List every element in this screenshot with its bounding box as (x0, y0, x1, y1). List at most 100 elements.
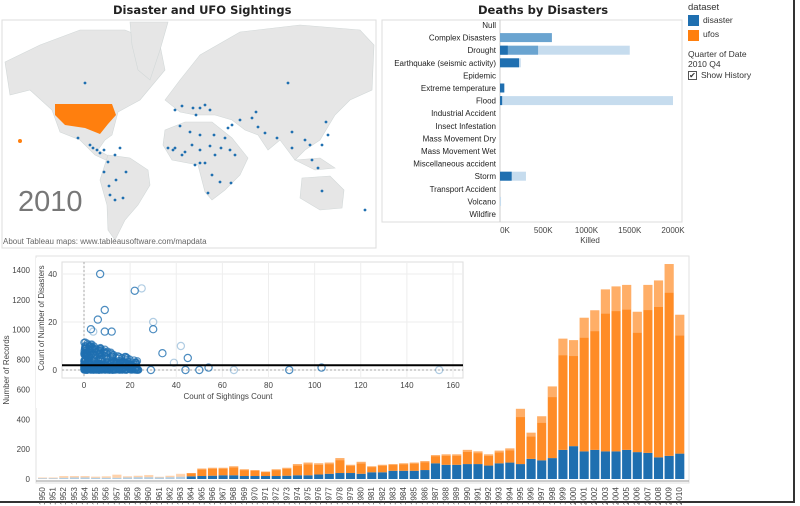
records-bar-history-overlay (356, 461, 366, 464)
records-x-tick: 1974 (293, 487, 302, 505)
scatter-point (90, 366, 99, 374)
records-bar-ufos (292, 464, 302, 476)
deaths-bar-current (500, 45, 508, 55)
records-bar-ufos (176, 473, 186, 477)
deaths-category-label: Epidemic (463, 71, 496, 80)
scatter-point-outlier (100, 305, 109, 315)
scatter-point-outlier (169, 358, 179, 367)
records-bar-history-overlay (388, 464, 398, 466)
map-disaster-point (212, 133, 216, 137)
map-disaster-point (229, 181, 233, 185)
records-bar-disaster (239, 476, 249, 479)
records-bar-history-overlay (473, 451, 483, 454)
scatter-point (102, 348, 111, 357)
records-bar-disaster (154, 477, 164, 479)
records-bar-ufos (377, 464, 387, 473)
records-x-tick: 1969 (240, 487, 249, 505)
scatter-x-tick: 100 (308, 381, 322, 390)
records-bar-history-overlay (441, 454, 451, 456)
records-x-tick: 1995 (516, 487, 525, 505)
deaths-bar-history (500, 96, 673, 106)
records-bar-ufos (484, 454, 494, 466)
records-bar-disaster (452, 464, 462, 479)
records-bar-disaster (547, 458, 557, 479)
show-history-toggle[interactable]: ✔ Show History (688, 70, 751, 80)
records-x-tick: 1989 (452, 487, 461, 505)
deaths-bar-history-mid (500, 45, 539, 55)
checkbox-checked-icon[interactable]: ✔ (688, 70, 697, 80)
map-disaster-point (178, 124, 182, 128)
map-disaster-point (118, 146, 122, 150)
records-bar-history-overlay (579, 317, 589, 338)
records-bar-disaster (473, 464, 483, 479)
records-bar-ufos (600, 289, 610, 452)
scatter-point (86, 365, 94, 374)
map-attribution-link[interactable]: About Tableau maps: www.tableausoftware.… (3, 237, 207, 246)
records-bar-ufos (48, 477, 58, 479)
records-x-tick: 1971 (261, 487, 270, 505)
records-x-tick: 1991 (473, 487, 482, 505)
records-bar-ufos (579, 317, 589, 452)
map-disaster-point (363, 208, 367, 212)
records-bar-disaster (38, 478, 48, 479)
records-bar-disaster (218, 475, 228, 479)
records-x-tick: 1997 (537, 487, 546, 505)
records-bar-history-overlay (345, 464, 356, 467)
records-bar-disaster (590, 449, 600, 479)
records-bar-ufos (229, 466, 239, 476)
scatter-point-outlier (176, 341, 186, 351)
records-x-tick: 2010 (675, 487, 684, 505)
map-usa-ufo-sightings (55, 104, 116, 134)
records-bar-ufos (186, 473, 196, 477)
legend-item-disaster[interactable]: disaster (688, 15, 751, 27)
records-x-tick: 2009 (665, 487, 674, 505)
map-disaster-point (275, 136, 279, 140)
map-disaster-point (206, 191, 210, 195)
deaths-bar-history (500, 196, 502, 206)
scatter-point (113, 352, 122, 360)
scatter-point-outlier (89, 327, 98, 336)
records-x-tick: 1992 (484, 487, 493, 505)
map-disaster-point (188, 130, 192, 134)
filter-title: Quarter of Date (688, 48, 747, 59)
records-bar-ufos (122, 476, 133, 478)
records-bar-ufos (399, 463, 409, 471)
scatter-y-axis-title: Count of Number of Disasters (37, 265, 46, 370)
map-title: Disaster and UFO Sightings (113, 3, 292, 17)
deaths-bar-current (500, 171, 512, 181)
records-x-tick: 1958 (123, 487, 132, 505)
map-australia (299, 175, 345, 211)
records-bar-ufos (611, 286, 621, 452)
deaths-category-label: Storm (475, 172, 497, 181)
deaths-category-label: Transport Accident (430, 185, 497, 194)
map-disaster-point (228, 148, 232, 152)
records-x-tick: 2001 (580, 487, 589, 505)
records-bar-history-overlay (324, 462, 334, 465)
records-bar-disaster (558, 449, 568, 479)
records-bar-disaster (91, 477, 101, 479)
records-bar-ufos (314, 463, 324, 475)
map-disaster-point (290, 130, 294, 134)
records-bar-ufos (558, 338, 568, 450)
records-x-tick: 2003 (601, 487, 610, 505)
map-disaster-point (166, 146, 170, 150)
records-x-tick: 2008 (654, 487, 663, 505)
legend-item-ufos[interactable]: ufos (688, 29, 751, 41)
scatter-point-outlier (146, 365, 156, 375)
records-bar-disaster (430, 463, 441, 479)
records-bar-ufos (144, 474, 154, 478)
records-x-tick: 1967 (219, 487, 228, 505)
records-bar-ufos (112, 474, 122, 478)
records-bar-history-overlay (271, 469, 281, 471)
disaster-swatch (688, 15, 699, 27)
records-x-tick: 1972 (272, 487, 281, 505)
records-bar-ufos (494, 450, 504, 464)
scatter-point (96, 346, 104, 355)
records-x-tick: 1970 (250, 487, 259, 505)
records-bar-disaster (664, 455, 674, 479)
scatter-point (85, 344, 94, 353)
deaths-x-tick: 2000K (661, 226, 685, 235)
map-disaster-point (88, 143, 92, 147)
records-bar-history-overlay (239, 469, 249, 471)
map-disaster-point (171, 148, 175, 152)
